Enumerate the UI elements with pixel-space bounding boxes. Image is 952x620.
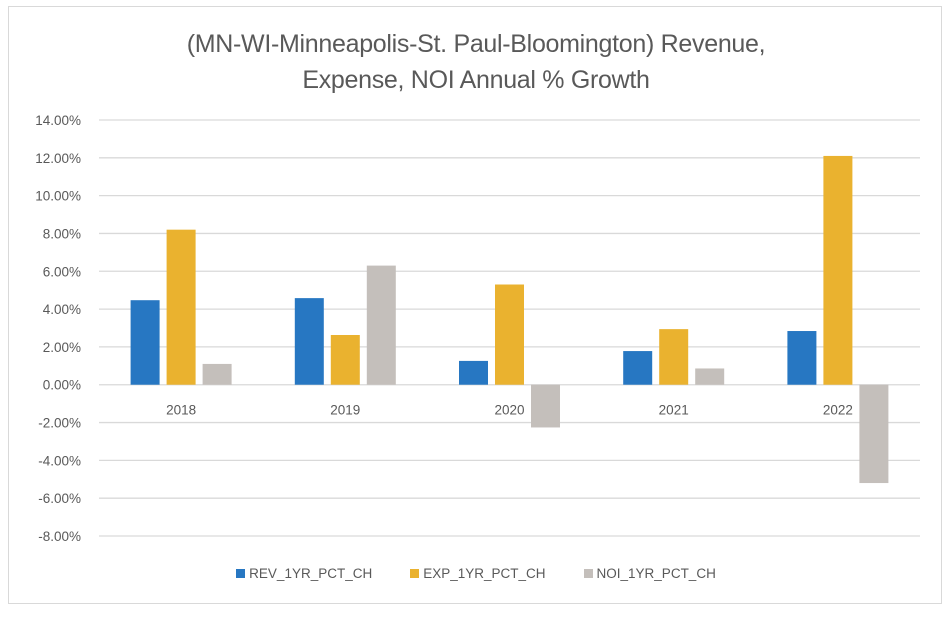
legend-item: EXP_1YR_PCT_CH: [410, 566, 546, 581]
y-tick-label: 6.00%: [43, 264, 81, 279]
y-tick-label: 8.00%: [43, 226, 81, 241]
y-tick-label: -8.00%: [38, 529, 81, 544]
bar-exp-1yr-pct-ch-2021: [659, 329, 689, 385]
x-tick-label: 2020: [494, 403, 524, 418]
bars: [130, 155, 889, 484]
y-tick-label: 10.00%: [35, 189, 81, 204]
legend-swatch: [410, 569, 420, 578]
legend-swatch: [583, 569, 593, 578]
y-tick-label: 2.00%: [43, 340, 81, 355]
bar-exp-1yr-pct-ch-2018: [166, 229, 196, 385]
chart-title-line-2: Expense, NOI Annual % Growth: [302, 66, 650, 94]
y-tick-label: 14.00%: [35, 113, 81, 128]
x-tick-label: 2018: [166, 403, 196, 418]
y-tick-label: 0.00%: [43, 378, 81, 393]
x-tick-label: 2021: [659, 403, 689, 418]
bar-rev-1yr-pct-ch-2018: [130, 300, 160, 385]
legend: REV_1YR_PCT_CH EXP_1YR_PCT_CH NOI_1YR_PCT_…: [0, 566, 952, 581]
bar-rev-1yr-pct-ch-2019: [294, 298, 324, 385]
legend-label: NOI_1YR_PCT_CH: [596, 566, 716, 581]
bar-exp-1yr-pct-ch-2019: [330, 334, 360, 385]
bar-rev-1yr-pct-ch-2021: [623, 351, 653, 385]
legend-item: REV_1YR_PCT_CH: [236, 566, 372, 581]
bar-exp-1yr-pct-ch-2022: [823, 155, 853, 385]
chart-title: (MN-WI-Minneapolis-St. Paul-Bloomington)…: [0, 26, 952, 98]
x-tick-label: 2019: [330, 403, 360, 418]
bar-noi-1yr-pct-ch-2018: [202, 363, 232, 385]
legend-label: REV_1YR_PCT_CH: [249, 566, 373, 581]
y-tick-label: 12.00%: [35, 151, 81, 166]
legend-label: EXP_1YR_PCT_CH: [423, 566, 546, 581]
y-tick-label: -4.00%: [38, 453, 81, 468]
bar-noi-1yr-pct-ch-2022: [859, 384, 889, 484]
bar-noi-1yr-pct-ch-2020: [531, 384, 560, 428]
bar-rev-1yr-pct-ch-2020: [459, 360, 488, 385]
y-tick-label: 4.00%: [43, 302, 81, 317]
y-tick-label: -6.00%: [38, 491, 81, 506]
bar-rev-1yr-pct-ch-2022: [787, 331, 817, 385]
bar-noi-1yr-pct-ch-2021: [695, 368, 725, 385]
chart-title-line-1: (MN-WI-Minneapolis-St. Paul-Bloomington)…: [186, 30, 766, 58]
legend-item: NOI_1YR_PCT_CH: [583, 566, 716, 581]
bar-noi-1yr-pct-ch-2019: [366, 265, 396, 385]
chart-frame: [8, 6, 942, 604]
gridlines: [99, 119, 920, 537]
y-axis-labels: 14.00% 12.00% 10.00% 8.00% 6.00% 4.00% 2.00% 0.…: [35, 113, 81, 544]
bar-exp-1yr-pct-ch-2020: [495, 284, 524, 385]
x-tick-label: 2022: [823, 403, 853, 418]
x-axis-labels: 2018 2019 2020 2021 2022: [166, 403, 853, 418]
y-tick-label: -2.00%: [38, 416, 81, 431]
legend-swatch: [236, 569, 246, 578]
